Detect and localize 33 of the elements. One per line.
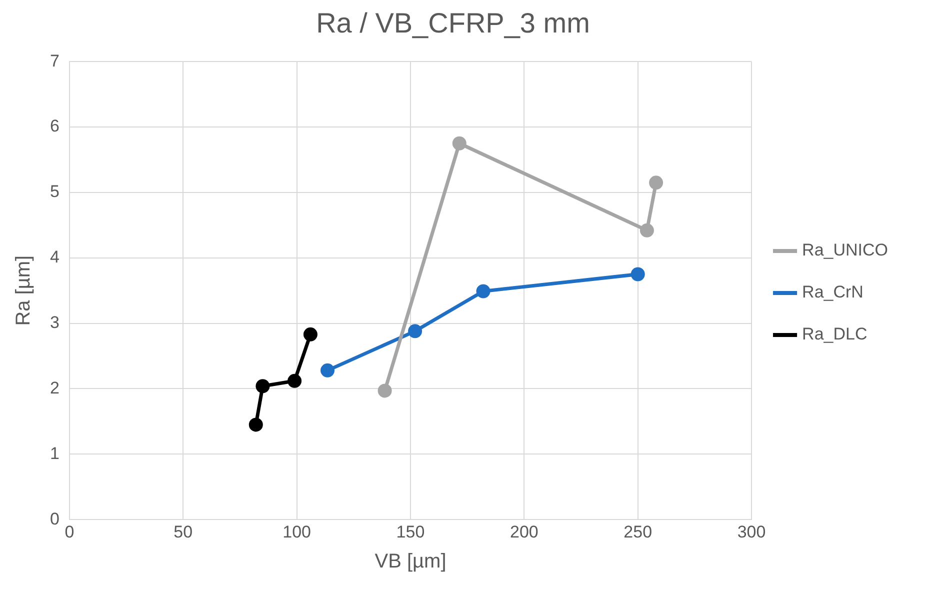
point: [630, 267, 645, 282]
legend-label: Ra_DLC: [802, 324, 868, 344]
y-tick-label: 0: [50, 509, 60, 528]
point: [378, 384, 392, 398]
chart-title: Ra / VB_CFRP_3 mm: [316, 8, 590, 39]
point: [303, 327, 318, 342]
y-tick-label: 3: [50, 313, 60, 332]
point: [288, 374, 302, 388]
x-tick-label: 200: [510, 522, 538, 542]
point: [408, 324, 422, 338]
point: [476, 284, 490, 298]
y-tick-label: 1: [50, 444, 60, 463]
point: [256, 379, 270, 394]
x-tick-label: 0: [64, 522, 74, 542]
x-tick-label: 300: [737, 522, 766, 542]
x-tick-label: 150: [396, 522, 425, 542]
x-tick-label: 250: [624, 522, 652, 542]
y-tick-label: 2: [50, 378, 60, 398]
y-tick-label: 5: [50, 182, 60, 202]
x-tick-label: 50: [174, 522, 193, 542]
point: [248, 418, 263, 432]
x-axis-title: VB [µm]: [374, 550, 446, 573]
point: [649, 176, 664, 190]
y-tick-label: 4: [50, 248, 60, 267]
legend-label: Ra_CrN: [802, 282, 864, 302]
y-tick-label: 7: [50, 51, 60, 70]
y-axis-title: Ra [µm]: [12, 255, 35, 326]
point: [640, 223, 654, 238]
x-tick-label: 100: [282, 522, 312, 542]
legend-label: Ra_UNICO: [802, 240, 888, 260]
point: [320, 363, 335, 378]
y-tick-label: 6: [50, 116, 60, 136]
point: [452, 136, 466, 150]
